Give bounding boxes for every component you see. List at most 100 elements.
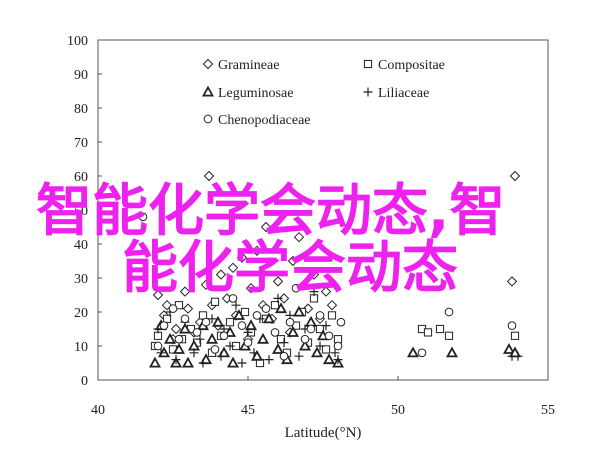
y-tick-label: 60 [74,170,88,185]
point-leguminosae-28 [304,315,318,327]
point-liliaceae-11 [225,341,235,351]
point-leguminosae-26 [292,305,306,317]
point-liliaceae-8 [207,314,217,324]
point-chenopodiaceae-21 [315,311,325,320]
x-axis-title: Latitude(°N) [285,425,362,441]
point-gramineae-27 [287,255,299,267]
point-chenopodiaceae-25 [417,348,427,358]
point-liliaceae-6 [195,334,205,344]
point-gramineae-17 [236,252,248,263]
point-leguminosae-22 [271,343,285,354]
point-chenopodiaceae-13 [252,311,262,320]
legend-marker-compositae [363,59,373,69]
x-tick-label: 50 [391,403,405,418]
point-leguminosae-27 [298,339,312,351]
point-chenopodiaceae-19 [300,334,310,344]
point-compositae-33 [510,331,520,340]
point-gramineae-28 [293,231,305,243]
point-liliaceae-18 [273,293,283,303]
point-gramineae-19 [245,282,257,294]
point-liliaceae-15 [249,348,259,358]
point-gramineae-33 [326,299,338,311]
point-gramineae-35 [509,170,521,182]
point-liliaceae-13 [237,358,247,368]
point-leguminosae-7 [181,356,195,368]
legend-marker-gramineae [202,58,214,70]
point-gramineae-30 [308,269,320,280]
point-chenopodiaceae-10 [228,294,238,303]
point-gramineae-6 [182,303,194,314]
point-liliaceae-3 [171,355,181,365]
point-leguminosae-33 [406,346,420,358]
point-leguminosae-23 [274,302,288,314]
point-compositae-10 [210,297,220,306]
y-tick-label: 50 [74,204,88,219]
point-leguminosae-12 [211,315,225,327]
point-gramineae-10 [203,170,215,182]
point-liliaceae-24 [315,341,325,351]
point-leguminosae-0 [148,356,162,368]
legend-marker-chenopodiaceae [203,114,213,124]
legend-label-compositae: Compositae [378,58,445,73]
y-tick-label: 20 [74,306,88,321]
point-compositae-14 [240,307,250,317]
y-tick-label: 30 [74,272,88,287]
point-compositae-2 [162,314,172,323]
point-gramineae-5 [179,286,191,297]
point-leguminosae-25 [286,326,300,337]
point-gramineae-34 [506,276,518,287]
overlay-line-2: 能化学会动态 [122,236,458,301]
point-gramineae-13 [215,269,227,280]
point-chenopodiaceae-24 [336,317,346,327]
y-tick-label: 100 [67,34,88,49]
point-liliaceae-12 [231,300,241,310]
point-leguminosae-5 [172,343,186,354]
point-liliaceae-1 [156,348,166,358]
legend-marker-liliaceae [363,87,373,97]
point-chenopodiaceae-0 [138,212,148,222]
point-chenopodiaceae-27 [507,321,517,330]
point-chenopodiaceae-15 [270,328,280,337]
point-liliaceae-23 [309,287,319,297]
point-compositae-32 [444,331,454,340]
point-gramineae-22 [260,221,272,233]
watermark-overlay: 智能化学会动态,智 能化学会动态 [36,179,505,301]
point-chenopodiaceae-1 [153,341,163,351]
point-liliaceae-25 [321,321,331,331]
y-tick-label: 80 [74,102,88,117]
point-liliaceae-7 [198,358,208,368]
point-gramineae-24 [272,276,284,287]
legend-label-leguminosae: Leguminosae [218,86,293,101]
point-chenopodiaceae-12 [243,338,253,347]
point-gramineae-25 [278,293,290,304]
point-leguminosae-34 [445,346,459,358]
point-leguminosae-21 [262,312,276,324]
point-leguminosae-6 [178,322,192,334]
x-axis: 40 45 50 55 [91,376,555,418]
point-chenopodiaceae-18 [291,283,301,293]
point-chenopodiaceae-16 [279,351,289,361]
legend-label-gramineae: Gramineae [218,58,279,73]
point-leguminosae-20 [256,332,270,344]
x-tick-label: 45 [241,403,255,418]
y-tick-label: 90 [74,68,88,83]
point-liliaceae-21 [294,351,304,361]
point-chenopodiaceae-3 [168,304,178,313]
point-chenopodiaceae-23 [333,341,343,351]
point-leguminosae-31 [322,353,336,365]
point-liliaceae-26 [330,348,340,358]
y-tick-label: 0 [81,374,88,389]
point-chenopodiaceae-22 [324,331,334,341]
point-compositae-8 [198,311,208,320]
y-tick-label: 40 [74,238,88,253]
point-leguminosae-35 [502,343,516,354]
point-leguminosae-3 [163,332,177,344]
point-leguminosae-29 [310,346,324,358]
point-chenopodiaceae-2 [159,321,169,330]
point-leguminosae-19 [250,349,264,361]
point-liliaceae-17 [264,355,274,365]
point-liliaceae-5 [189,348,199,358]
point-chenopodiaceae-8 [210,345,220,354]
point-compositae-12 [225,318,235,327]
